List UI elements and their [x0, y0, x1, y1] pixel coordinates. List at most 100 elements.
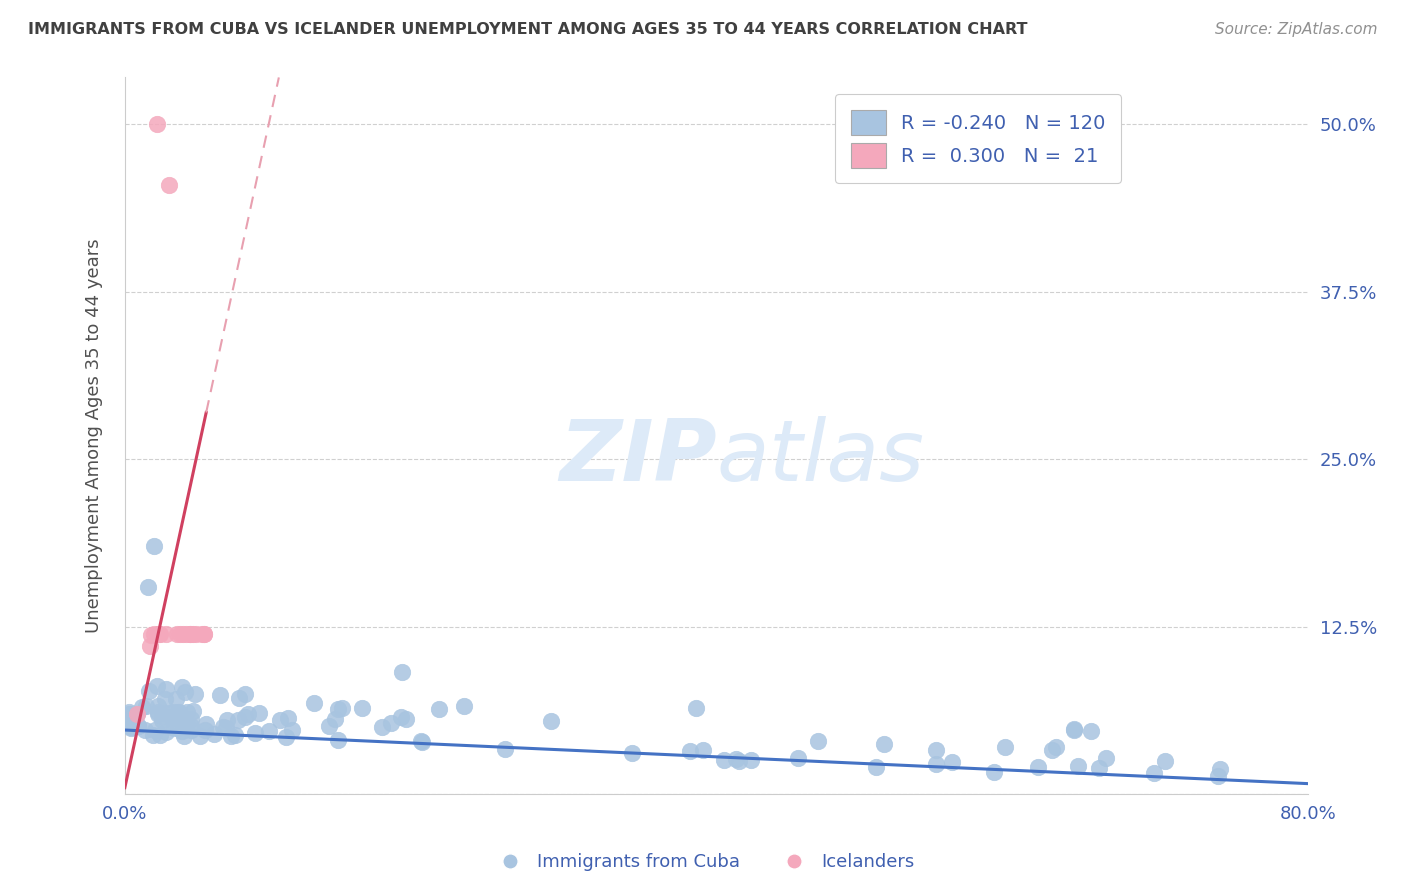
- Point: [120, 720, 142, 734]
- Point: [1209, 762, 1232, 776]
- Point: [195, 716, 218, 731]
- Point: [121, 721, 143, 735]
- Point: [1045, 739, 1067, 754]
- Point: [176, 705, 198, 719]
- Point: [118, 705, 141, 719]
- Point: [146, 707, 169, 722]
- Point: [806, 733, 828, 747]
- Text: Source: ZipAtlas.com: Source: ZipAtlas.com: [1215, 22, 1378, 37]
- Point: [131, 699, 153, 714]
- Y-axis label: Unemployment Among Ages 35 to 44 years: Unemployment Among Ages 35 to 44 years: [86, 238, 103, 633]
- Point: [318, 718, 340, 732]
- Point: [155, 626, 177, 640]
- Point: [134, 723, 156, 737]
- Point: [208, 688, 231, 702]
- Point: [118, 707, 141, 722]
- Point: [121, 717, 143, 731]
- Point: [127, 719, 149, 733]
- Point: [679, 743, 702, 757]
- Point: [233, 687, 256, 701]
- Point: [409, 734, 432, 748]
- Point: [281, 723, 304, 738]
- Point: [727, 754, 749, 768]
- Point: [152, 709, 174, 723]
- Point: [173, 729, 195, 743]
- Point: [243, 726, 266, 740]
- Legend: R = -0.240   N = 120, R =  0.300   N =  21: R = -0.240 N = 120, R = 0.300 N = 21: [835, 95, 1121, 183]
- Point: [169, 710, 191, 724]
- Point: [155, 692, 177, 706]
- Point: [713, 753, 735, 767]
- Point: [941, 755, 963, 769]
- Point: [453, 699, 475, 714]
- Point: [179, 626, 201, 640]
- Point: [148, 626, 170, 640]
- Point: [165, 692, 187, 706]
- Point: [125, 706, 148, 721]
- Point: [176, 718, 198, 732]
- Point: [122, 713, 145, 727]
- Point: [149, 626, 172, 640]
- Point: [692, 743, 714, 757]
- Point: [1080, 724, 1102, 739]
- Point: [224, 728, 246, 742]
- Point: [389, 710, 412, 724]
- Point: [247, 706, 270, 720]
- Point: [411, 735, 433, 749]
- Point: [193, 626, 215, 640]
- Point: [236, 707, 259, 722]
- Point: [427, 702, 450, 716]
- Point: [180, 723, 202, 737]
- Point: [143, 723, 166, 738]
- Text: IMMIGRANTS FROM CUBA VS ICELANDER UNEMPLOYMENT AMONG AGES 35 TO 44 YEARS CORRELA: IMMIGRANTS FROM CUBA VS ICELANDER UNEMPL…: [28, 22, 1028, 37]
- Point: [276, 730, 298, 744]
- Point: [994, 739, 1017, 754]
- Point: [169, 706, 191, 720]
- Point: [157, 178, 180, 192]
- Point: [212, 720, 235, 734]
- Point: [156, 706, 179, 721]
- Point: [371, 720, 394, 734]
- Point: [155, 724, 177, 739]
- Point: [873, 738, 896, 752]
- Point: [1063, 723, 1085, 738]
- Text: atlas: atlas: [717, 416, 925, 499]
- Point: [494, 742, 516, 756]
- Point: [1042, 743, 1064, 757]
- Point: [395, 712, 418, 726]
- Point: [188, 729, 211, 743]
- Point: [172, 626, 194, 640]
- Point: [193, 626, 215, 640]
- Point: [233, 710, 256, 724]
- Point: [169, 626, 191, 640]
- Point: [1143, 766, 1166, 780]
- Point: [138, 684, 160, 698]
- Point: [1088, 760, 1111, 774]
- Point: [141, 628, 163, 642]
- Point: [180, 712, 202, 726]
- Point: [167, 706, 190, 720]
- Point: [170, 711, 193, 725]
- Point: [1026, 760, 1049, 774]
- Point: [150, 713, 173, 727]
- Point: [226, 713, 249, 727]
- Point: [215, 713, 238, 727]
- Point: [202, 727, 225, 741]
- Point: [925, 742, 948, 756]
- Point: [685, 701, 707, 715]
- Legend: Immigrants from Cuba, Icelanders: Immigrants from Cuba, Icelanders: [485, 847, 921, 879]
- Point: [155, 681, 177, 696]
- Point: [621, 746, 644, 760]
- Point: [146, 698, 169, 713]
- Point: [380, 716, 402, 731]
- Point: [1063, 722, 1085, 736]
- Point: [149, 729, 172, 743]
- Point: [127, 719, 149, 733]
- Point: [180, 719, 202, 733]
- Point: [173, 684, 195, 698]
- Point: [183, 704, 205, 718]
- Point: [139, 639, 162, 653]
- Point: [259, 724, 281, 739]
- Point: [127, 707, 149, 722]
- Point: [328, 732, 350, 747]
